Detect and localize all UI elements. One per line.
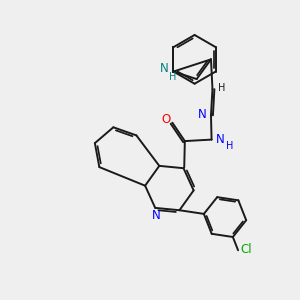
Text: H: H bbox=[169, 72, 176, 82]
Text: H: H bbox=[226, 141, 234, 151]
Text: H: H bbox=[218, 82, 225, 93]
Text: N: N bbox=[160, 62, 168, 75]
Text: Cl: Cl bbox=[241, 243, 252, 256]
Text: N: N bbox=[216, 133, 225, 146]
Text: N: N bbox=[152, 209, 160, 222]
Text: O: O bbox=[161, 113, 170, 126]
Text: N: N bbox=[198, 108, 207, 121]
